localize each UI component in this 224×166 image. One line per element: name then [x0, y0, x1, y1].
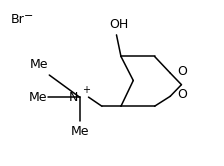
- Text: N: N: [69, 91, 78, 104]
- Text: Br: Br: [11, 13, 25, 26]
- Text: O: O: [177, 65, 187, 78]
- Text: Me: Me: [70, 125, 89, 138]
- Text: O: O: [177, 88, 187, 101]
- Text: +: +: [82, 85, 90, 95]
- Text: Me: Me: [30, 58, 48, 71]
- Text: −: −: [24, 11, 33, 21]
- Text: OH: OH: [109, 18, 128, 31]
- Text: Me: Me: [28, 91, 47, 104]
